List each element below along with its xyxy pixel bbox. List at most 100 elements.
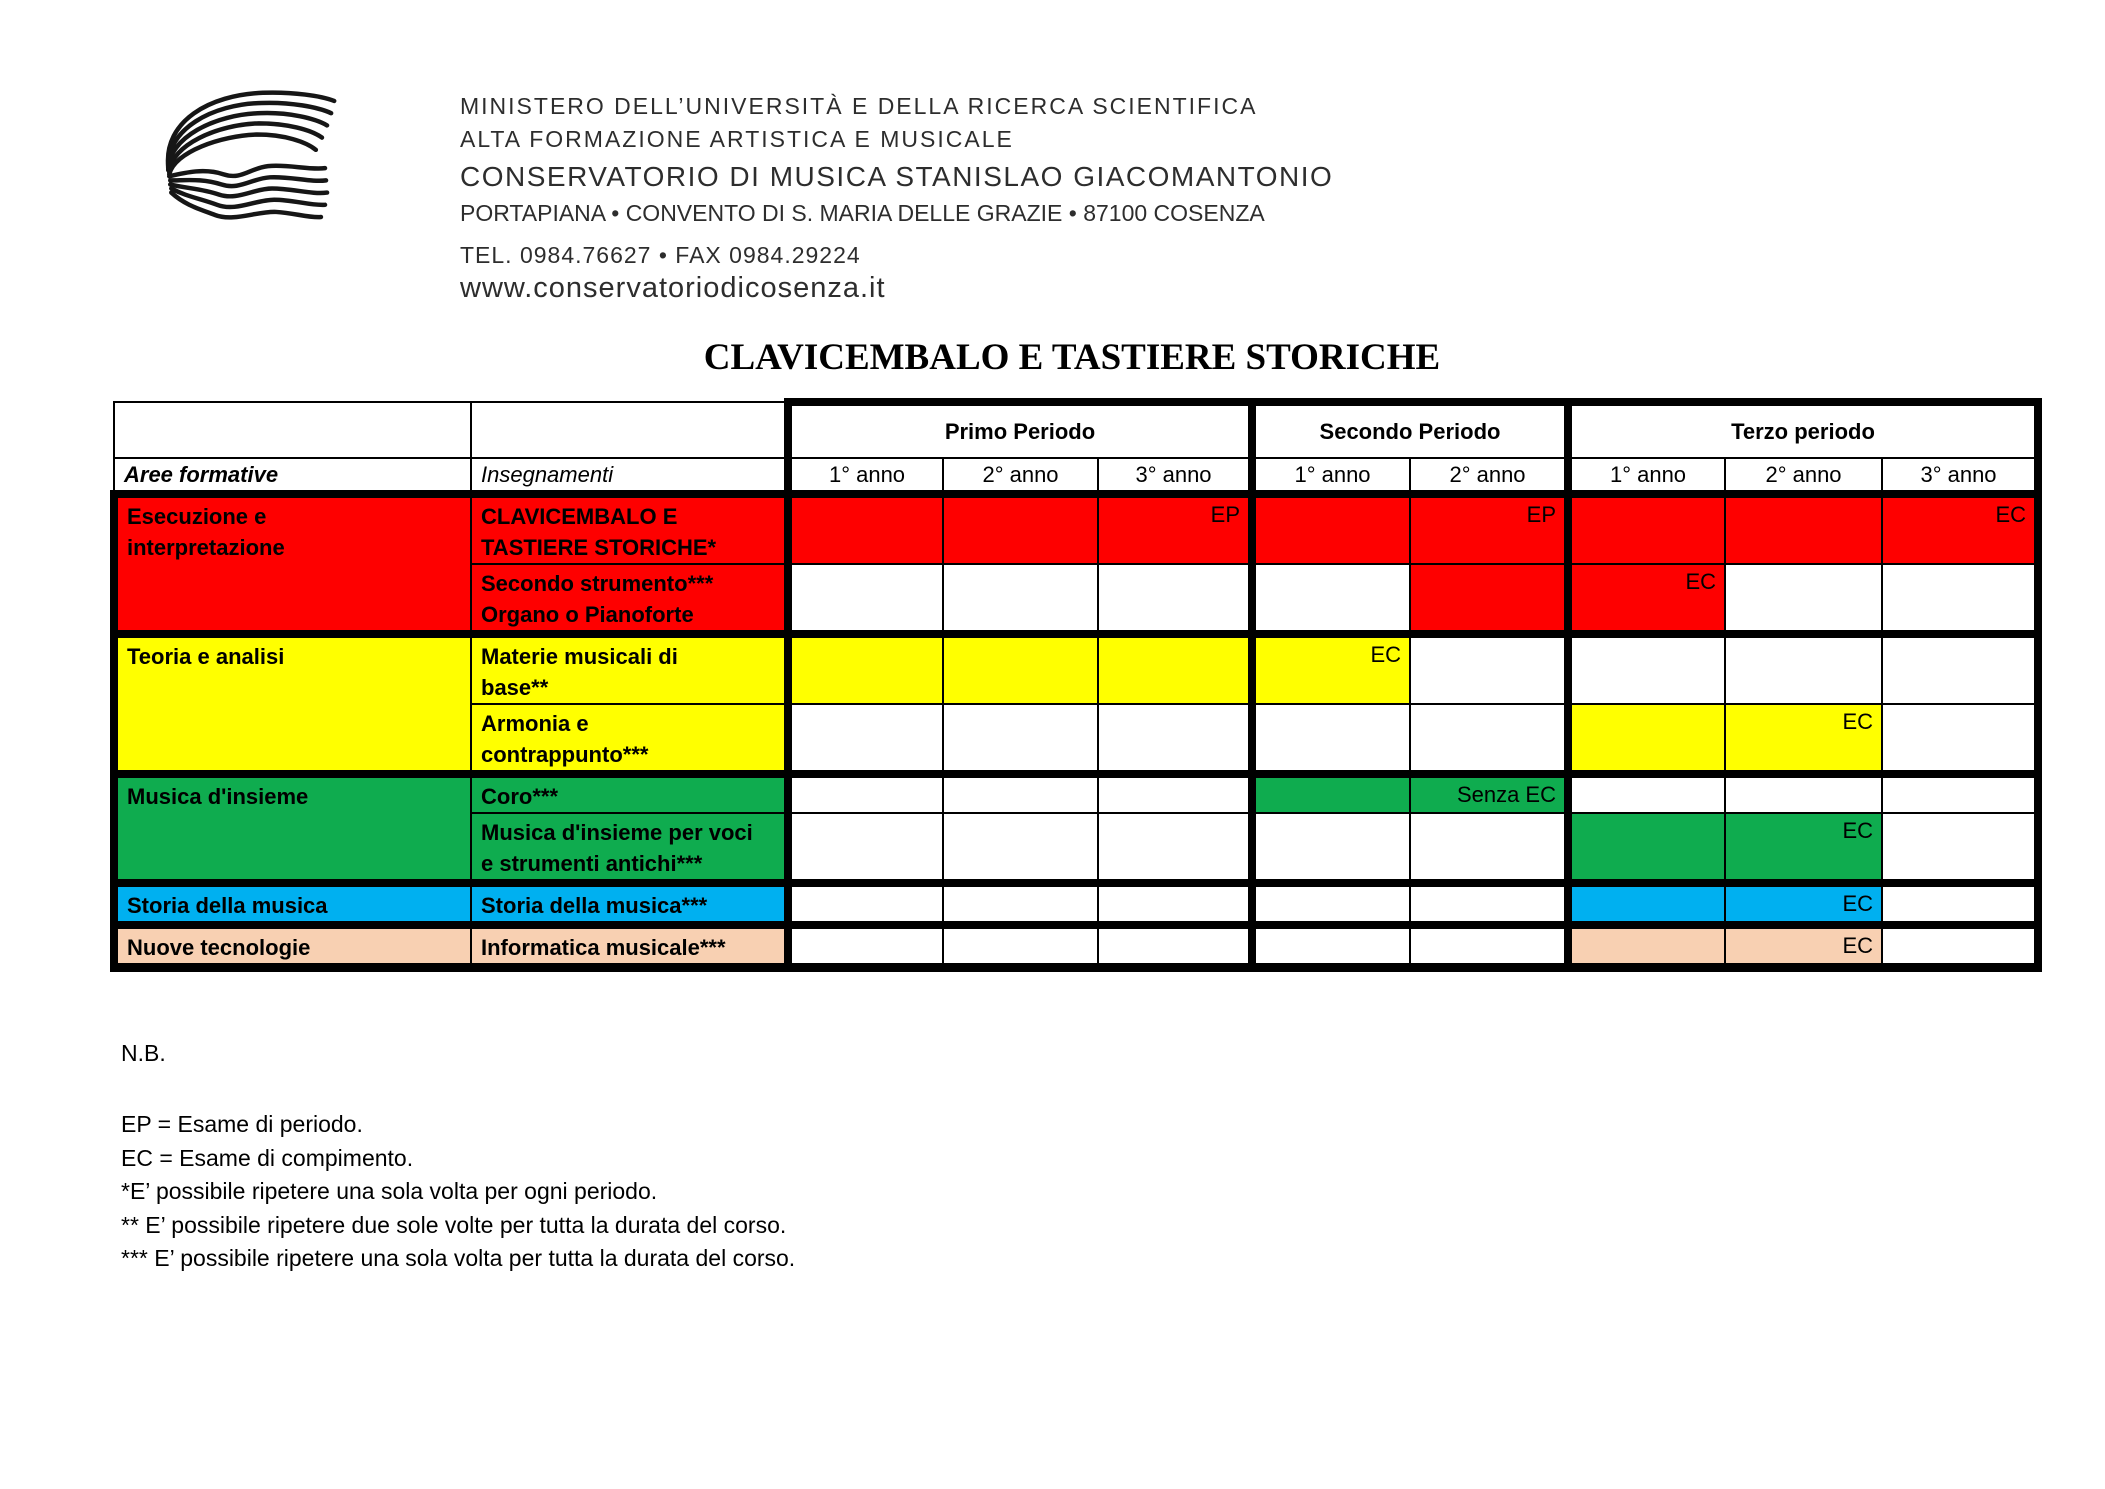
exam-cell bbox=[1097, 703, 1253, 775]
period-header-secondo: Secondo Periodo bbox=[1248, 398, 1569, 459]
year-header: 1° anno bbox=[1564, 457, 1726, 495]
exam-cell bbox=[1097, 812, 1253, 884]
year-header: 2° anno bbox=[1724, 457, 1883, 495]
exam-cell bbox=[1409, 563, 1569, 635]
area-cell: Teoria e analisi bbox=[110, 630, 472, 775]
exam-cell bbox=[1248, 879, 1411, 926]
exam-cell bbox=[1248, 812, 1411, 884]
phone-fax: TEL. 0984.76627 • FAX 0984.29224 bbox=[460, 242, 861, 268]
exam-cell: EP bbox=[1097, 490, 1253, 565]
course-cell: Musica d'insieme per voci e strumenti an… bbox=[470, 812, 789, 884]
period-header-row: Primo Periodo Secondo Periodo Terzo peri… bbox=[113, 398, 2042, 459]
blank-cell bbox=[470, 401, 789, 459]
exam-cell bbox=[1409, 630, 1569, 705]
ministry-line-1: MINISTERO DELL’UNIVERSITÀ E DELLA RICERC… bbox=[460, 93, 1258, 119]
area-cell: Esecuzione e interpretazione bbox=[110, 490, 472, 635]
exam-cell bbox=[1097, 921, 1253, 972]
exam-cell bbox=[784, 879, 944, 926]
exam-cell: Senza EC bbox=[1409, 770, 1569, 814]
exam-cell bbox=[1724, 770, 1883, 814]
table-row: Musica d'insieme per voci e strumenti an… bbox=[114, 812, 2042, 884]
exam-cell bbox=[942, 879, 1099, 926]
conservatory-logo-icon bbox=[156, 82, 380, 238]
course-cell: Secondo strumento*** Organo o Pianoforte bbox=[470, 563, 789, 635]
year-header: 1° anno bbox=[784, 457, 944, 495]
note-line: *** E’ possibile ripetere una sola volta… bbox=[121, 1245, 796, 1271]
period-header-terzo: Terzo periodo bbox=[1564, 398, 2042, 459]
course-cell: Materie musicali di base** bbox=[470, 630, 789, 705]
exam-cell bbox=[942, 490, 1099, 565]
exam-cell bbox=[784, 770, 944, 814]
exam-cell bbox=[1248, 770, 1411, 814]
year-header-row: Aree formative Insegnamenti 1° anno 2° a… bbox=[113, 457, 2042, 495]
exam-cell bbox=[1881, 812, 2042, 884]
year-header: 2° anno bbox=[1409, 457, 1569, 495]
exam-cell bbox=[1564, 630, 1726, 705]
nb-label: N.B. bbox=[121, 1040, 166, 1066]
exam-cell bbox=[1881, 563, 2042, 635]
curriculum-table: Primo Periodo Secondo Periodo Terzo peri… bbox=[110, 398, 2042, 972]
blank-cell bbox=[113, 401, 472, 459]
exam-cell bbox=[1248, 703, 1411, 775]
area-cell: Musica d'insieme bbox=[110, 770, 472, 884]
exam-cell bbox=[1564, 703, 1726, 775]
exam-cell bbox=[942, 703, 1099, 775]
exam-cell bbox=[1409, 879, 1569, 926]
exam-cell bbox=[784, 490, 944, 565]
exam-cell bbox=[784, 703, 944, 775]
year-header: 3° anno bbox=[1097, 457, 1253, 495]
table-row: Musica d'insieme Coro*** Senza EC bbox=[110, 770, 2042, 884]
exam-cell bbox=[942, 921, 1099, 972]
exam-cell: EC bbox=[1248, 630, 1411, 705]
exam-cell bbox=[942, 770, 1099, 814]
exam-cell bbox=[1409, 812, 1569, 884]
note-line: EC = Esame di compimento. bbox=[121, 1144, 414, 1171]
table-row: Nuove tecnologie Informatica musicale***… bbox=[110, 921, 2042, 972]
exam-cell bbox=[1881, 921, 2042, 972]
exam-cell bbox=[784, 812, 944, 884]
exam-cell bbox=[1097, 630, 1253, 705]
exam-cell bbox=[1564, 770, 1726, 814]
year-header: 3° anno bbox=[1881, 457, 2042, 495]
note-line: EP = Esame di periodo. bbox=[121, 1111, 363, 1137]
area-column-header: Aree formative bbox=[113, 457, 472, 495]
exam-cell bbox=[784, 630, 944, 705]
course-cell: Armonia e contrappunto*** bbox=[470, 703, 789, 775]
exam-cell: EP bbox=[1409, 490, 1569, 565]
exam-cell bbox=[1564, 921, 1726, 972]
exam-cell bbox=[1564, 812, 1726, 884]
exam-cell bbox=[1724, 563, 1883, 635]
exam-cell bbox=[1409, 921, 1569, 972]
exam-cell bbox=[784, 563, 944, 635]
course-cell: Storia della musica*** bbox=[470, 879, 789, 926]
ministry-line-2: ALTA FORMAZIONE ARTISTICA E MUSICALE bbox=[460, 126, 1014, 152]
exam-cell bbox=[942, 812, 1099, 884]
year-header: 1° anno bbox=[1248, 457, 1411, 495]
course-cell: CLAVICEMBALO E TASTIERE STORICHE* bbox=[470, 490, 789, 565]
area-cell: Nuove tecnologie bbox=[110, 921, 472, 972]
exam-cell bbox=[1097, 879, 1253, 926]
legend-notes: EP = Esame di periodo. EC = Esame di com… bbox=[121, 1108, 795, 1276]
exam-cell bbox=[1881, 703, 2042, 775]
exam-cell bbox=[1248, 563, 1411, 635]
note-line: ** E’ possibile ripetere due sole volte … bbox=[121, 1211, 787, 1238]
exam-cell bbox=[1881, 879, 2042, 926]
exam-cell bbox=[1097, 770, 1253, 814]
conservatory-name: CONSERVATORIO DI MUSICA STANISLAO GIACOM… bbox=[460, 161, 1334, 192]
course-cell: Coro*** bbox=[470, 770, 789, 814]
exam-cell bbox=[1564, 490, 1726, 565]
exam-cell bbox=[784, 921, 944, 972]
exam-cell bbox=[942, 563, 1099, 635]
exam-cell bbox=[1724, 490, 1883, 565]
note-line: *E’ possibile ripetere una sola volta pe… bbox=[121, 1178, 658, 1204]
exam-cell: EC bbox=[1564, 563, 1726, 635]
exam-cell bbox=[1097, 563, 1253, 635]
exam-cell: EC bbox=[1724, 812, 1883, 884]
exam-cell bbox=[1248, 921, 1411, 972]
exam-cell: EC bbox=[1724, 703, 1883, 775]
area-cell: Storia della musica bbox=[110, 879, 472, 926]
course-column-header: Insegnamenti bbox=[470, 457, 789, 495]
year-header: 2° anno bbox=[942, 457, 1099, 495]
table-row: Esecuzione e interpretazione CLAVICEMBAL… bbox=[110, 490, 2042, 635]
